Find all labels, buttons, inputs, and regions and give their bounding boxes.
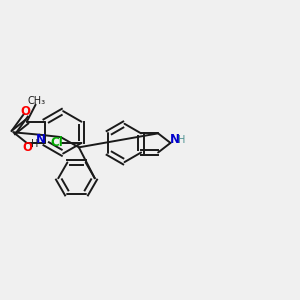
- Text: N: N: [36, 134, 46, 146]
- Text: N: N: [170, 134, 180, 146]
- Text: H: H: [31, 139, 38, 149]
- Text: O: O: [22, 141, 32, 154]
- Text: O: O: [20, 105, 30, 118]
- Text: Cl: Cl: [50, 136, 63, 149]
- Text: H: H: [178, 135, 185, 145]
- Text: CH₃: CH₃: [27, 96, 45, 106]
